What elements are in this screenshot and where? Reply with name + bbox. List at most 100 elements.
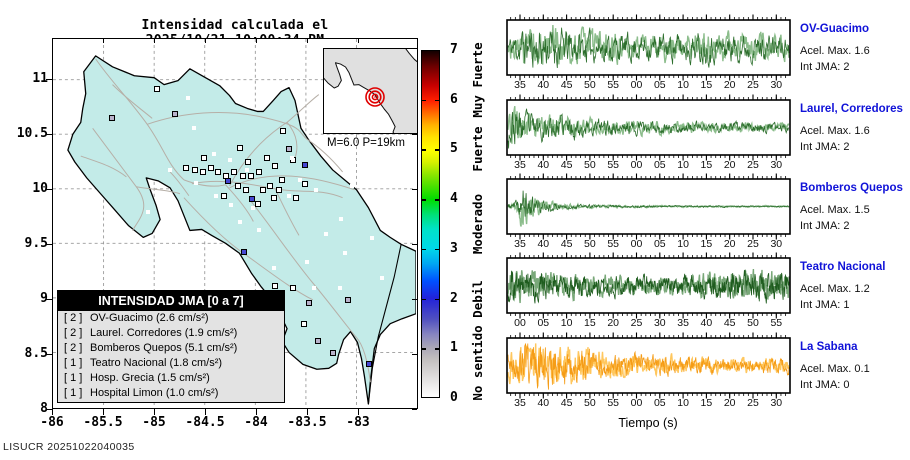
x-axis-tick <box>307 409 309 415</box>
x-axis-tick-top <box>256 38 258 43</box>
panel-tick-label: 20 <box>723 238 736 250</box>
panel-tick-label: 30 <box>653 317 666 329</box>
panel-tick-label: 15 <box>700 238 713 250</box>
panel-tick-label: 00 <box>630 397 643 409</box>
panel-tick-label: 45 <box>560 238 573 250</box>
panel-tick-label: 10 <box>677 238 689 250</box>
panel-tick-label: 00 <box>630 238 643 250</box>
legend-entry: [ 1 ] Teatro Nacional (1.8 cm/s²) <box>58 356 284 371</box>
colorbar-tick-label: 3 <box>450 240 458 256</box>
panel-tick-label: 45 <box>560 159 573 171</box>
panel-tick-label: 00 <box>630 159 643 171</box>
x-axis-tick <box>205 409 207 415</box>
x-axis-tick-label: -86 <box>40 415 64 430</box>
legend-entry-text: Hospital Limon (1.0 cm/s²) <box>90 387 219 399</box>
panel-tick-label: 10 <box>677 397 689 409</box>
costa-rica-landmass <box>67 55 416 405</box>
panel-tick-label: 40 <box>700 317 713 329</box>
epicenter-icon <box>365 87 385 107</box>
colorbar-tick <box>435 149 440 151</box>
accel-max-label: Acel. Max. 1.2 <box>800 283 870 295</box>
legend-entry-level: [ 2 ] <box>64 327 83 339</box>
panel-tick-label: 20 <box>607 317 620 329</box>
waveform-trace-light <box>507 197 790 227</box>
y-axis-tick-right <box>412 354 417 356</box>
panel-tick-label: 20 <box>723 397 736 409</box>
legend-entry-text: Bomberos Quepos (5.1 cm/s²) <box>90 342 238 354</box>
colorbar-tick <box>421 298 426 301</box>
panel-tick-label: 50 <box>584 397 596 409</box>
legend-entry-level: [ 1 ] <box>64 372 83 384</box>
x-axis-tick-label: -83 <box>346 415 370 430</box>
legend-entry: [ 2 ] Bomberos Quepos (5.1 cm/s²) <box>58 341 284 356</box>
y-axis-tick-right <box>412 134 417 136</box>
y-axis-tick-right <box>412 244 417 246</box>
int-jma-label: Int JMA: 2 <box>800 141 850 153</box>
panel-tick-label: 55 <box>607 159 620 171</box>
waveform-trace <box>507 190 790 217</box>
panel-tick-label: 05 <box>653 397 666 409</box>
panel-tick-label: 10 <box>677 79 689 91</box>
station-name-label: Laurel, Corredores <box>800 103 903 115</box>
seismogram-panel: 35 40 45 50 55 00 05 10 15 20 25 30 <box>500 10 800 91</box>
intensity-colorbar <box>421 50 440 398</box>
int-jma-label: Int JMA: 1 <box>800 299 850 311</box>
x-axis-tick-label: -85.5 <box>83 415 123 430</box>
colorbar-tick <box>421 99 426 102</box>
y-axis-tick <box>46 299 52 301</box>
legend-rows: [ 2 ] OV-Guacimo (2.6 cm/s²) [ 2 ] Laurel. … <box>58 311 284 401</box>
y-axis-tick <box>46 409 52 411</box>
accel-max-label: Acel. Max. 0.1 <box>800 363 870 375</box>
inset-landmass <box>324 49 417 133</box>
waveform-trace <box>507 27 790 69</box>
x-axis-tick-top <box>358 38 360 43</box>
x-axis-tick <box>358 409 360 415</box>
panama-border-line <box>367 244 402 405</box>
panel-tick-label: 40 <box>537 238 550 250</box>
colorbar-tick <box>421 248 426 251</box>
colorbar-tick-label: 7 <box>450 42 458 57</box>
accel-max-label: Acel. Max. 1.6 <box>800 125 870 137</box>
y-axis-tick-label: 11 <box>32 71 48 86</box>
legend-entry: [ 1 ] Hosp. Grecia (1.5 cm/s²) <box>58 371 284 386</box>
colorbar-tick <box>435 298 440 301</box>
watermark: LISUCR 20251022040035 <box>3 441 135 453</box>
y-axis-tick <box>46 354 52 356</box>
waveform-trace <box>507 269 790 304</box>
x-axis-tick <box>256 409 258 415</box>
legend-entry-level: [ 1 ] <box>64 387 83 399</box>
y-axis-tick-label: 10.5 <box>16 126 48 141</box>
panel-tick-label: 55 <box>607 397 620 409</box>
panel-tick-label: 35 <box>514 397 526 409</box>
legend-entry-text: OV-Guacimo (2.6 cm/s²) <box>90 312 209 324</box>
int-jma-label: Int JMA: 2 <box>800 61 850 73</box>
legend-entry-level: [ 1 ] <box>64 357 83 369</box>
legend-entry-text: Laurel. Corredores (1.9 cm/s²) <box>90 327 238 339</box>
y-axis-tick-right <box>412 189 417 191</box>
waveform-trace-light <box>507 105 790 144</box>
panel-tick-label: 35 <box>514 79 526 91</box>
panel-tick-label: 25 <box>747 79 759 91</box>
y-axis-tick-label: 10 <box>32 181 48 196</box>
colorbar-tick-label: 1 <box>450 340 458 356</box>
y-axis-tick <box>46 79 52 81</box>
seismogram-panel: 35 40 45 50 55 00 05 10 15 20 25 30 <box>500 90 800 171</box>
panel-tick-label: 55 <box>770 317 783 329</box>
panel-tick-label: 40 <box>537 159 550 171</box>
waveform-trace-light <box>507 24 790 66</box>
x-axis-tick-label: -83.5 <box>287 415 327 430</box>
int-jma-label: Int JMA: 0 <box>800 379 850 391</box>
x-axis-tick <box>154 409 156 415</box>
colorbar-category-label: Muy Fuerte <box>469 42 485 118</box>
legend-entry: [ 2 ] Laurel. Corredores (1.9 cm/s²) <box>58 326 284 341</box>
legend-entry-text: Teatro Nacional (1.8 cm/s²) <box>90 357 223 369</box>
panel-tick-label: 45 <box>560 79 573 91</box>
y-axis-tick-right <box>412 299 417 301</box>
panel-tick-label: 10 <box>560 317 573 329</box>
panel-tick-label: 15 <box>700 79 713 91</box>
panel-tick-label: 45 <box>723 317 736 329</box>
y-axis-tick <box>46 134 52 136</box>
legend-entry-level: [ 2 ] <box>64 342 83 354</box>
panel-tick-label: 25 <box>747 159 759 171</box>
panel-tick-label: 05 <box>653 79 666 91</box>
